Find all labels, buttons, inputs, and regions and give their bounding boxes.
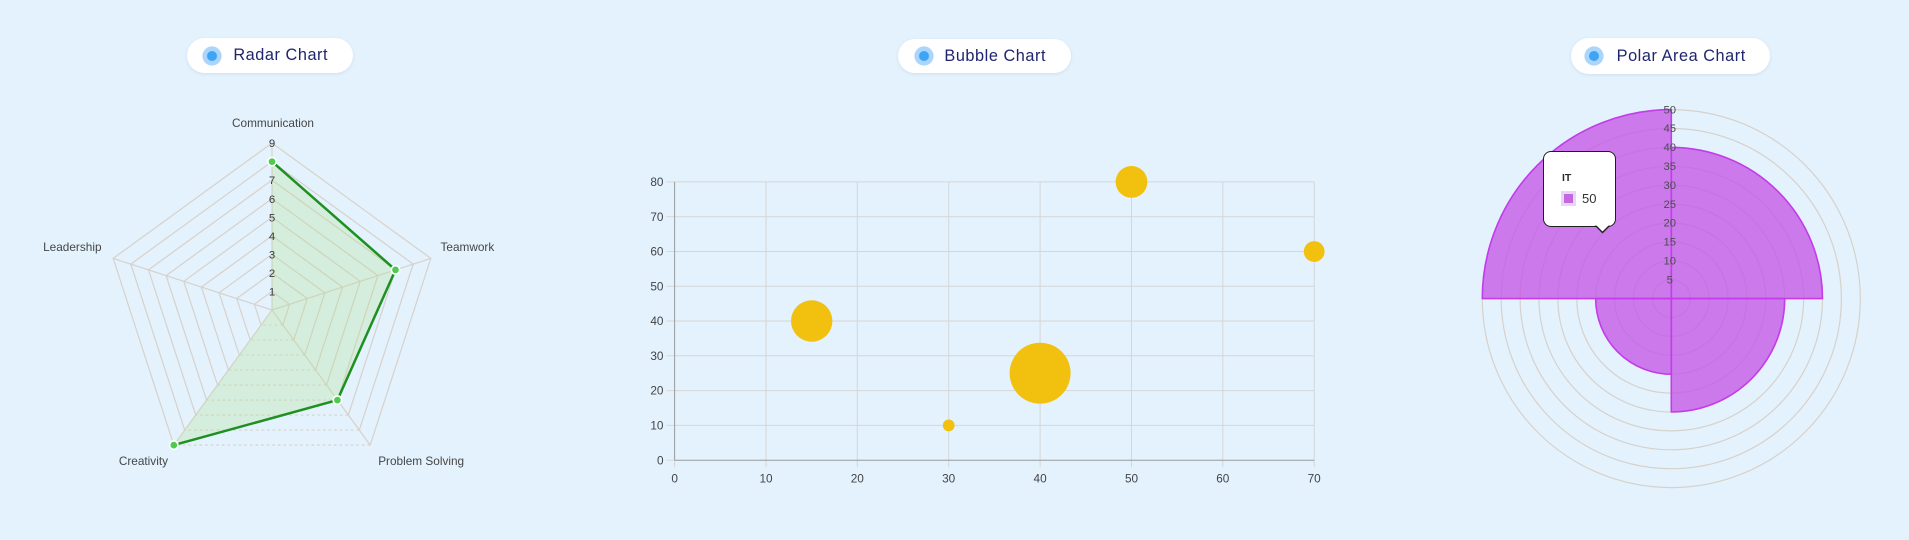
svg-text:10: 10 xyxy=(759,471,773,485)
svg-text:35: 35 xyxy=(1664,161,1677,173)
svg-text:2: 2 xyxy=(269,268,275,280)
svg-text:30: 30 xyxy=(1664,180,1677,192)
svg-text:20: 20 xyxy=(851,471,865,485)
svg-text:5: 5 xyxy=(1667,274,1673,286)
svg-text:50: 50 xyxy=(1664,104,1677,116)
svg-text:10: 10 xyxy=(650,419,664,433)
svg-text:30: 30 xyxy=(650,349,664,363)
svg-text:Teamwork: Teamwork xyxy=(441,240,495,254)
svg-text:6: 6 xyxy=(269,194,275,206)
svg-text:Problem Solving: Problem Solving xyxy=(378,454,464,468)
svg-text:1: 1 xyxy=(269,287,275,299)
svg-text:15: 15 xyxy=(1664,237,1677,249)
svg-text:60: 60 xyxy=(1216,471,1230,485)
svg-text:0: 0 xyxy=(671,471,678,485)
svg-text:80: 80 xyxy=(650,175,664,189)
svg-text:50: 50 xyxy=(650,279,664,293)
svg-text:4: 4 xyxy=(269,231,275,243)
svg-text:3: 3 xyxy=(269,249,275,261)
svg-text:20: 20 xyxy=(1664,218,1677,230)
svg-text:0: 0 xyxy=(657,453,664,467)
svg-text:50: 50 xyxy=(1125,471,1139,485)
svg-text:70: 70 xyxy=(650,210,664,224)
svg-text:7: 7 xyxy=(269,175,275,187)
svg-text:Creativity: Creativity xyxy=(119,454,168,468)
svg-text:45: 45 xyxy=(1664,123,1677,135)
svg-text:40: 40 xyxy=(1664,142,1677,154)
svg-text:5: 5 xyxy=(269,212,275,224)
svg-text:9: 9 xyxy=(269,138,275,150)
svg-text:Communication: Communication xyxy=(232,116,314,130)
svg-text:20: 20 xyxy=(650,384,664,398)
svg-text:Leadership: Leadership xyxy=(43,240,102,254)
svg-text:40: 40 xyxy=(1034,471,1048,485)
svg-text:60: 60 xyxy=(650,245,664,259)
svg-text:30: 30 xyxy=(942,471,956,485)
svg-text:10: 10 xyxy=(1664,256,1677,268)
svg-text:25: 25 xyxy=(1664,199,1677,211)
svg-text:40: 40 xyxy=(650,314,664,328)
svg-text:70: 70 xyxy=(1308,471,1322,485)
